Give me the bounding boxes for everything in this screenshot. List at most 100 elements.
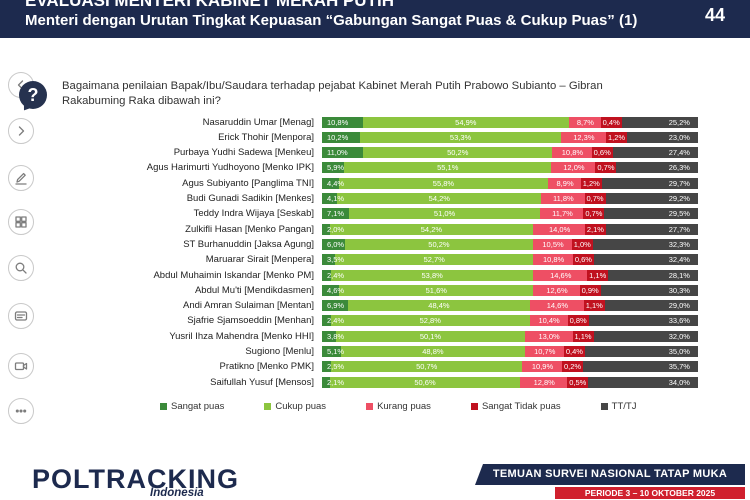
- more-options-button[interactable]: [8, 398, 34, 424]
- data-label-sangat-tidak-puas: 0,2%: [562, 361, 584, 373]
- data-label-cukup-puas: 50,2%: [447, 148, 469, 158]
- subtitles-icon: [14, 311, 28, 321]
- data-label-cukup-puas: 50,2%: [428, 239, 450, 249]
- bar-segment-sangat-puas: [322, 193, 338, 204]
- bar-segment-cukup-puas: [348, 208, 541, 220]
- category-label: Nasaruddin Umar [Menag]: [202, 116, 314, 128]
- next-slide-button[interactable]: [8, 118, 34, 144]
- data-label-tt-tj: 29,7%: [668, 178, 690, 188]
- data-label-sangat-puas: 10,8%: [327, 117, 349, 127]
- bar-segment-tt-tj: [576, 238, 698, 250]
- data-label-sangat-tidak-puas: 0,9%: [579, 284, 601, 296]
- bar-segment-tt-tj: [603, 116, 698, 128]
- camera-button[interactable]: [8, 353, 34, 379]
- category-label: Sjafrie Sjamsoeddin [Menhan]: [187, 315, 314, 327]
- bar-row: Zulkifli Hasan [Menko Pangan] 2,0% 54,2% 14…: [40, 223, 705, 235]
- bar-row: Budi Gunadi Sadikin [Menkes] 4,1% 54,2% 11,…: [40, 193, 705, 204]
- bar-segment-tt-tj: [611, 131, 698, 143]
- bar-segment-kurang-puas: [520, 376, 569, 388]
- bar-segment-sangat-puas: [322, 238, 345, 250]
- category-label: Maruarar Sirait [Menpera]: [205, 254, 314, 266]
- legend-label: Sangat puas: [171, 401, 225, 412]
- category-label: Andi Amran Sulaiman [Mentan]: [183, 300, 314, 312]
- data-label-kurang-puas: 10,4%: [538, 316, 560, 326]
- data-label-sangat-puas: 7,1%: [327, 209, 345, 219]
- bar-segment-tt-tj: [577, 330, 698, 342]
- category-label: Teddy Indra Wijaya [Seskab]: [193, 208, 314, 220]
- logo-subtext: Indonesia: [150, 487, 204, 499]
- data-label-sangat-puas: 3,8%: [327, 331, 345, 341]
- data-label-cukup-puas: 48,8%: [422, 347, 444, 356]
- data-label-kurang-puas: 12,3%: [573, 132, 595, 142]
- data-label-kurang-puas: 10,5%: [542, 239, 564, 249]
- data-label-sangat-tidak-puas: 0,7%: [583, 208, 605, 220]
- data-label-kurang-puas: 10,8%: [542, 255, 565, 265]
- pen-tool-button[interactable]: [8, 165, 34, 191]
- bar-segment-cukup-puas: [337, 193, 542, 204]
- data-label-tt-tj: 27,4%: [668, 148, 690, 158]
- survey-question: Bagaimana penilaian Bapak/Ibu/Saudara te…: [62, 80, 603, 107]
- data-label-sangat-tidak-puas: 0,5%: [567, 376, 589, 388]
- bar-segment-tt-tj: [592, 269, 698, 281]
- data-label-kurang-puas: 8,7%: [576, 117, 594, 127]
- data-label-kurang-puas: 14,0%: [548, 224, 571, 234]
- bar-segment-sangat-puas: [322, 346, 342, 357]
- bar-segment-tt-tj: [588, 300, 698, 312]
- slide-header: EVALUASI MENTERI KABINET MERAH PUTIH Men…: [0, 0, 750, 38]
- bar-segment-tt-tj: [576, 254, 698, 266]
- bar-segment-sangat-puas: [322, 361, 332, 373]
- data-label-tt-tj: 35,7%: [668, 362, 690, 372]
- bar-row: Agus Subiyanto [Panglima TNI] 4,4% 55,8% 8,…: [40, 177, 705, 189]
- bar-segment-cukup-puas: [329, 223, 534, 235]
- bar-segment-sangat-puas: [322, 208, 349, 220]
- all-slides-button[interactable]: [8, 209, 34, 235]
- more-options-icon: [15, 409, 27, 413]
- data-label-sangat-tidak-puas: 0,7%: [584, 193, 606, 204]
- bar-segment-kurang-puas: [560, 131, 607, 143]
- zoom-button[interactable]: [8, 255, 34, 281]
- bar-segment-cukup-puas: [331, 361, 523, 373]
- bar-segment-cukup-puas: [336, 330, 525, 342]
- bar-row: Nasaruddin Umar [Menag] 10,8% 54,9% 8,7% 0,4…: [40, 116, 705, 128]
- bar-row: Sugiono [Menlu] 5,1% 48,8% 10,7% 0,4% 35,0%: [40, 346, 705, 357]
- bar-row: Erick Thohir [Menpora] 10,2% 53,3% 12,3% 1,2…: [40, 131, 705, 143]
- camera-icon: [14, 362, 28, 371]
- bar-segment-cukup-puas: [341, 346, 525, 357]
- bar-row: ST Burhanuddin [Jaksa Agung] 6,0% 50,2% 10,…: [40, 238, 705, 250]
- category-label: Purbaya Yudhi Sadewa [Menkeu]: [173, 147, 314, 159]
- legend-marker: [160, 403, 167, 410]
- bar-row: Maruarar Sirait [Menpera] 3,5% 52,7% 10,8% 0…: [40, 254, 705, 266]
- data-label-sangat-tidak-puas: 1,2%: [606, 131, 627, 143]
- data-label-tt-tj: 27,7%: [668, 224, 690, 234]
- bar-segment-sangat-puas: [322, 254, 336, 266]
- data-label-sangat-puas: 4,4%: [327, 178, 345, 188]
- bar-row: Abdul Mu'ti [Mendikdasmen] 4,6% 51,6% 12,6%…: [40, 284, 705, 296]
- bar-segment-kurang-puas: [533, 223, 586, 235]
- data-label-sangat-puas: 3,5%: [327, 255, 345, 265]
- category-label: Agus Subiyanto [Panglima TNI]: [182, 177, 314, 189]
- bar-segment-cukup-puas: [347, 300, 530, 312]
- bar-segment-tt-tj: [593, 223, 698, 235]
- legend-label: Kurang puas: [377, 401, 431, 412]
- data-label-sangat-puas: 6,0%: [327, 239, 345, 249]
- category-label: Erick Thohir [Menpora]: [218, 131, 314, 143]
- subtitles-button[interactable]: [8, 303, 34, 329]
- data-label-sangat-tidak-puas: 0,6%: [591, 147, 613, 159]
- data-label-tt-tj: 29,2%: [668, 194, 690, 203]
- data-label-sangat-tidak-puas: 1,1%: [587, 269, 609, 281]
- bar-row: Pratikno [Menko PMK] 2,5% 50,7% 10,9% 0,2% 35…: [40, 361, 705, 373]
- bar-segment-tt-tj: [594, 147, 698, 159]
- data-label-cukup-puas: 48,4%: [428, 301, 450, 311]
- bar-row: Yusril Ihza Mahendra [Menko HHI] 3,8% 50,1…: [40, 330, 705, 342]
- data-label-kurang-puas: 12,8%: [533, 377, 555, 387]
- bar-segment-cukup-puas: [344, 162, 552, 174]
- data-label-cukup-puas: 55,1%: [437, 163, 459, 173]
- data-label-cukup-puas: 50,6%: [414, 377, 436, 387]
- category-label: Budi Gunadi Sadikin [Menkes]: [186, 193, 314, 204]
- data-label-kurang-puas: 14,6%: [550, 270, 572, 280]
- survey-period: PERIODE 3 – 10 OKTOBER 2025: [555, 487, 745, 499]
- category-label: Pratikno [Menko PMK]: [219, 361, 314, 373]
- question-mark-glyph: ?: [27, 85, 39, 105]
- data-label-sangat-puas: 2,5%: [327, 362, 345, 372]
- category-label: Agus Harimurti Yudhoyono [Menko IPK]: [146, 162, 314, 174]
